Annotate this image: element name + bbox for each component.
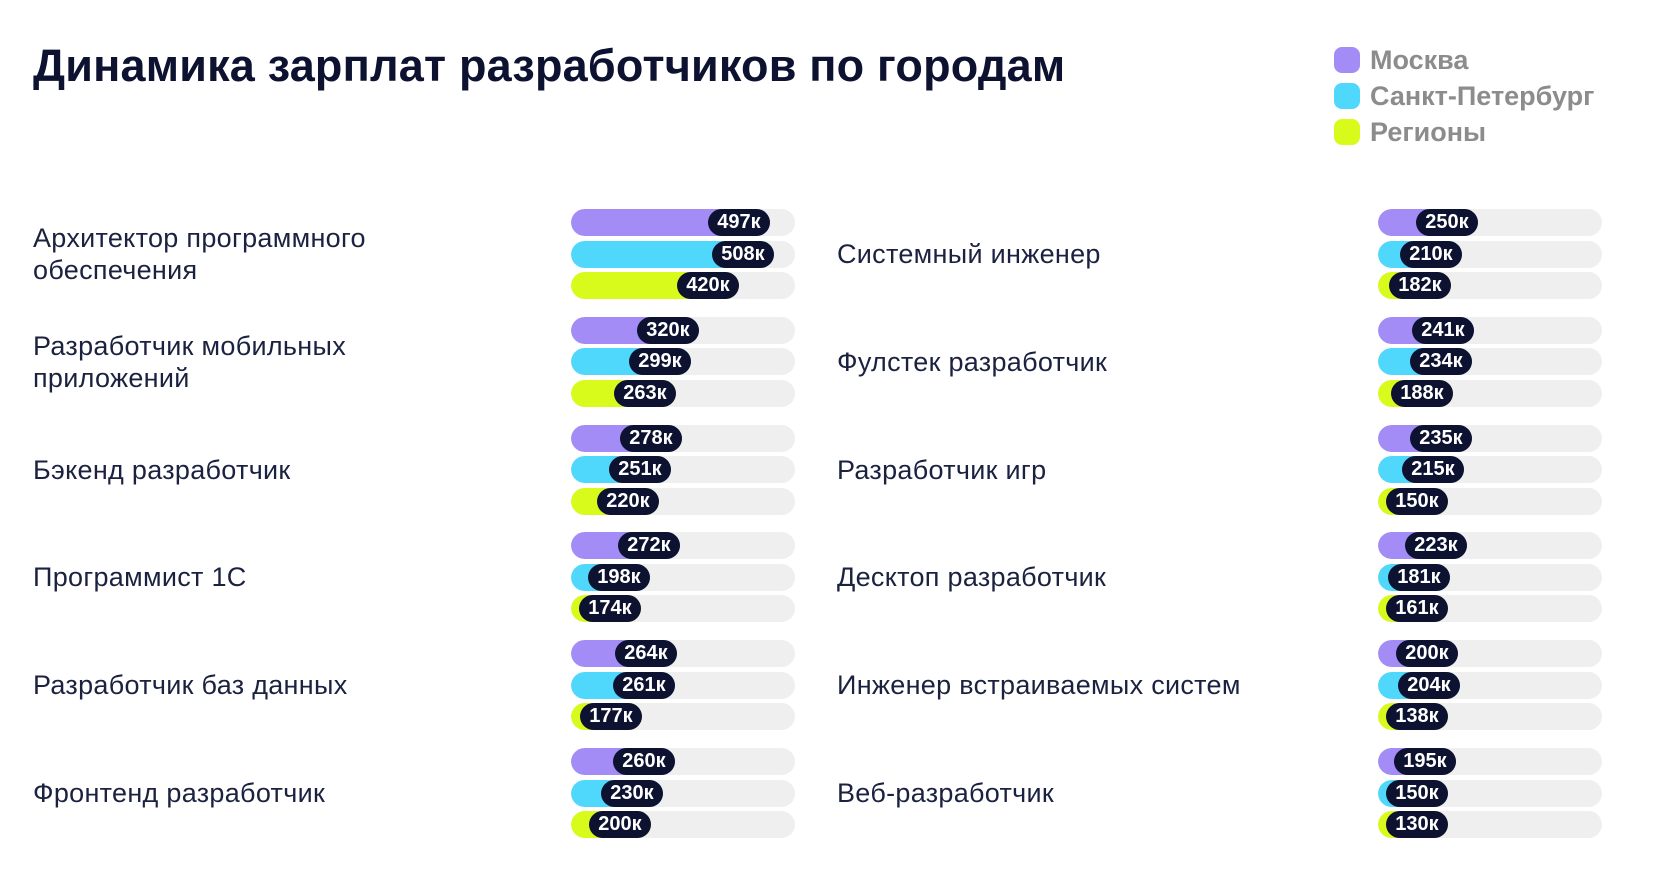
value-label: 174к <box>579 595 641 623</box>
bar-track-spb: 181к <box>1378 563 1602 591</box>
value-label: 278к <box>620 424 682 452</box>
value-label: 241к <box>1412 316 1474 344</box>
legend-item-regions: Регионы <box>1334 114 1594 150</box>
value-label: 260к <box>613 748 675 775</box>
bar-track-regions: 263к <box>571 379 795 407</box>
bar-track-spb: 215к <box>1378 456 1602 484</box>
category-label: Разработчик игр <box>837 454 1047 485</box>
bar-track-regions: 177к <box>571 703 795 731</box>
bar-track-moscow: 278к <box>571 424 795 452</box>
bar-track-moscow: 250к <box>1378 209 1602 236</box>
bar-track-moscow: 195к <box>1378 748 1602 775</box>
bar-track-spb: 234к <box>1378 348 1602 376</box>
value-label: 161к <box>1386 595 1448 623</box>
bar-track-moscow: 264к <box>571 640 795 668</box>
bar-track-moscow: 320к <box>571 316 795 344</box>
bar-track-spb: 204к <box>1378 671 1602 699</box>
legend-label-moscow: Москва <box>1370 44 1469 75</box>
value-label: 210к <box>1400 240 1462 268</box>
bar-track-spb: 299к <box>571 348 795 376</box>
value-label: 198к <box>588 563 650 591</box>
category-label: Программист 1С <box>33 562 247 593</box>
value-label: 200к <box>1396 640 1458 668</box>
value-label: 188к <box>1391 379 1453 407</box>
bar-track-moscow: 497к <box>571 209 795 236</box>
legend-swatch-moscow <box>1334 47 1360 73</box>
bar-track-spb: 198к <box>571 563 795 591</box>
value-label: 138к <box>1386 703 1448 731</box>
bar-track-regions: 420к <box>571 272 795 299</box>
bar-track-moscow: 235к <box>1378 424 1602 452</box>
bar-track-regions: 182к <box>1378 272 1602 299</box>
value-label: 263к <box>614 379 676 407</box>
bar-track-spb: 150к <box>1378 779 1602 807</box>
value-label: 177к <box>580 703 642 731</box>
legend-swatch-regions <box>1334 119 1360 145</box>
value-label: 235к <box>1410 424 1472 452</box>
category-label: Фронтенд разработчик <box>33 778 326 808</box>
legend-label-regions: Регионы <box>1370 116 1487 147</box>
value-label: 130к <box>1386 811 1448 838</box>
value-label: 220к <box>597 487 659 515</box>
category-label: Разработчик баз данных <box>33 670 348 701</box>
bar-track-regions: 138к <box>1378 703 1602 731</box>
bar-track-spb: 230к <box>571 779 795 807</box>
category-label: Инженер встраиваемых систем <box>837 670 1241 701</box>
bar-track-spb: 251к <box>571 456 795 484</box>
legend-item-moscow: Москва <box>1334 42 1594 78</box>
category-label: Веб-разработчик <box>837 778 1055 808</box>
category-label: Фулстек разработчик <box>837 346 1108 377</box>
bar-track-moscow: 200к <box>1378 640 1602 668</box>
value-label: 181к <box>1388 563 1450 591</box>
bar-track-moscow: 241к <box>1378 316 1602 344</box>
legend-swatch-spb <box>1334 83 1360 109</box>
legend-item-spb: Санкт-Петербург <box>1334 78 1594 114</box>
bar-track-regions: 220к <box>571 487 795 515</box>
bar-track-spb: 508к <box>571 240 795 268</box>
value-label: 251к <box>609 456 671 484</box>
bar-track-moscow: 223к <box>1378 532 1602 560</box>
value-label: 272к <box>618 532 680 560</box>
value-label: 204к <box>1398 671 1460 699</box>
value-label: 223к <box>1405 532 1467 560</box>
bar-track-moscow: 272к <box>571 532 795 560</box>
value-label: 508к <box>712 240 774 268</box>
category-label: Системный инженер <box>837 239 1101 269</box>
value-label: 215к <box>1402 456 1464 484</box>
value-label: 150к <box>1386 487 1448 515</box>
value-label: 234к <box>1410 348 1472 376</box>
value-label: 250к <box>1416 209 1478 236</box>
category-label: Архитектор программного обеспечения <box>33 223 366 285</box>
value-label: 320к <box>637 316 699 344</box>
value-label: 150к <box>1386 779 1448 807</box>
bar-track-regions: 130к <box>1378 811 1602 838</box>
legend: Москва Санкт-Петербург Регионы <box>1334 42 1594 150</box>
bar-track-moscow: 260к <box>571 748 795 775</box>
bar-track-regions: 200к <box>571 811 795 838</box>
value-label: 230к <box>601 779 663 807</box>
chart-title: Динамика зарплат разработчиков по города… <box>33 40 1066 91</box>
value-label: 200к <box>589 811 651 838</box>
value-label: 497к <box>708 209 770 236</box>
value-label: 264к <box>615 640 677 668</box>
category-label: Десктоп разработчик <box>837 562 1107 593</box>
value-label: 420к <box>677 272 739 299</box>
bar-track-spb: 261к <box>571 671 795 699</box>
value-label: 261к <box>613 671 675 699</box>
bar-track-spb: 210к <box>1378 240 1602 268</box>
value-label: 195к <box>1394 748 1456 775</box>
bar-track-regions: 188к <box>1378 379 1602 407</box>
value-label: 299к <box>629 348 691 376</box>
legend-label-spb: Санкт-Петербург <box>1370 80 1595 111</box>
category-label: Бэкенд разработчик <box>33 454 291 485</box>
bar-track-regions: 150к <box>1378 487 1602 515</box>
bar-track-regions: 174к <box>571 595 795 623</box>
bar-track-regions: 161к <box>1378 595 1602 623</box>
value-label: 182к <box>1389 272 1451 299</box>
category-label: Разработчик мобильных приложений <box>33 330 347 393</box>
